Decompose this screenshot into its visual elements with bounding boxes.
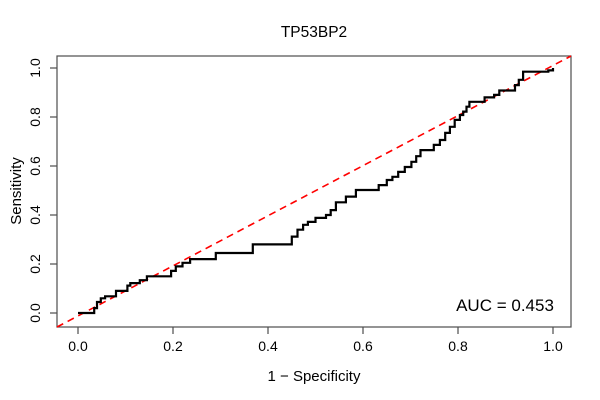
auc-annotation: AUC = 0.453 (456, 296, 554, 315)
y-axis-tick-label: 0.6 (27, 156, 43, 176)
axes-layer: 0.0 0.2 0.4 0.6 0.8 1.0 0.0 0.2 0.4 0.6 0.8 1.0 (27, 55, 572, 354)
x-axis-label: 1 − Specificity (268, 368, 361, 385)
y-axis-tick-label: 0.0 (27, 303, 43, 323)
x-axis-tick-label: 0.4 (258, 338, 278, 354)
y-axis-tick-label: 0.4 (27, 205, 43, 225)
x-axis-tick-label: 0.8 (448, 338, 468, 354)
chart-title: TP53BP2 (281, 24, 347, 41)
x-axis-tick-label: 0.6 (353, 338, 373, 354)
y-axis-tick-label: 1.0 (27, 58, 43, 78)
x-axis-tick-label: 0.2 (163, 338, 183, 354)
x-axis-tick-label: 1.0 (543, 338, 563, 354)
y-axis-label: Sensitivity (8, 157, 25, 225)
y-axis-tick-label: 0.2 (27, 254, 43, 274)
y-axis-tick-label: 0.8 (27, 107, 43, 127)
roc-curve (78, 68, 555, 315)
plot-box (56, 55, 572, 328)
x-axis-tick-label: 0.0 (68, 338, 88, 354)
